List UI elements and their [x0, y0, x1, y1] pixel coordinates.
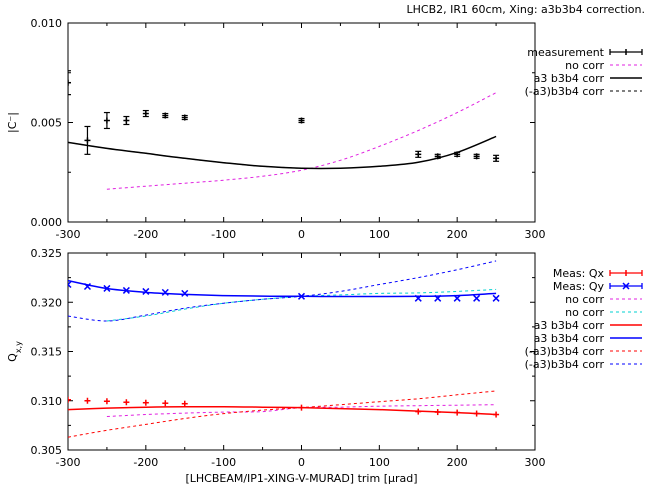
y-tick-label: 0.320	[31, 296, 63, 309]
x-tick-label: 100	[369, 228, 390, 241]
data-point-measurement	[84, 125, 91, 155]
legend-label: Meas: Qx	[553, 267, 605, 280]
data-point-measurement	[142, 109, 149, 118]
y-tick-label: 0.310	[31, 395, 63, 408]
series-line-a3-b3b4-corr	[68, 279, 497, 298]
data-point-meas-qx	[181, 400, 188, 407]
data-point-meas-qy	[161, 288, 169, 296]
y-axis-title-sub: x,y	[14, 341, 23, 353]
y-tick-label: 0.325	[31, 247, 63, 260]
y-tick-label: 0.005	[31, 117, 63, 130]
legend-label: no corr	[565, 306, 604, 319]
plot-area	[68, 260, 500, 438]
legend-label: measurement	[527, 46, 604, 59]
data-point-meas-qx	[68, 396, 71, 403]
legend-label: no corr	[565, 293, 604, 306]
data-point-meas-qx	[123, 399, 130, 406]
x-tick-label: 300	[525, 228, 546, 241]
data-point-meas-qx	[162, 400, 169, 407]
data-point-meas-qy	[181, 289, 189, 297]
legend-label: (-a3)b3b4 corr	[525, 85, 605, 98]
data-point-measurement	[103, 111, 110, 130]
series-line-a3-b3b4-corr	[68, 135, 497, 170]
plot-frame	[67, 252, 536, 451]
x-tick-label: -300	[56, 456, 81, 469]
data-point-meas-qx	[84, 397, 91, 404]
legend-label: a3 b3b4 corr	[534, 72, 605, 85]
figure-title: LHCB2, IR1 60cm, Xing: a3b3b4 correction…	[407, 3, 645, 16]
top-panel: -300 -200 -100 0 100 200 300 0.000 0.005 0.010 |C⁻…	[6, 17, 643, 241]
x-tick-label: -200	[133, 456, 158, 469]
data-point-measurement	[181, 114, 188, 121]
series-line-no-corr	[106, 92, 497, 190]
series-line-no-corr	[106, 288, 497, 322]
series-line-a3-b3b4-corr	[68, 260, 497, 322]
data-point-meas-qy	[473, 294, 481, 302]
plot-area	[68, 70, 500, 190]
data-point-meas-qx	[103, 398, 110, 405]
data-point-measurement	[415, 150, 422, 158]
x-tick-label: 0	[298, 456, 305, 469]
legend-label: no corr	[565, 59, 604, 72]
legend-label: Meas: Qy	[553, 280, 605, 293]
x-tick-label: -300	[56, 228, 81, 241]
x-tick-label: -100	[211, 228, 236, 241]
data-point-meas-qy	[68, 280, 72, 289]
series-line-a3-b3b4-corr	[68, 390, 497, 438]
data-point-measurement	[68, 70, 71, 96]
y-axis-title: |C⁻|	[6, 112, 19, 133]
data-point-meas-qy	[492, 294, 500, 302]
x-axis-title: [LHCBEAM/IP1-XING-V-MURAD] trim [µrad]	[185, 472, 417, 485]
data-point-measurement	[123, 115, 130, 126]
series-line-a3-b3b4-corr	[68, 141, 302, 169]
x-tick-label: -100	[211, 456, 236, 469]
data-point-measurement	[473, 153, 480, 160]
y-tick-label: 0.000	[31, 216, 63, 229]
data-point-meas-qx	[142, 399, 149, 406]
x-tick-label: 300	[525, 456, 546, 469]
y-tick-label: 0.315	[31, 346, 63, 359]
y-tick-label: 0.010	[31, 17, 63, 30]
series-line-a3-b3b4-corr	[68, 405, 497, 416]
x-tick-label: 200	[447, 228, 468, 241]
legend-label: a3 b3b4 corr	[534, 332, 605, 345]
y-axis-title: Qx,y	[6, 341, 23, 362]
x-tick-label: 0	[298, 228, 305, 241]
data-point-measurement	[493, 154, 500, 162]
data-point-measurement	[298, 117, 305, 124]
x-tick-label: 200	[447, 456, 468, 469]
legend-label: (-a3)b3b4 corr	[525, 345, 605, 358]
x-tick-label: -200	[133, 228, 158, 241]
data-point-meas-qy	[142, 287, 150, 295]
bottom-panel: -300 -200 -100 0 100 200 300 0.305 0.310 0.315 0.3…	[6, 247, 643, 485]
y-tick-label: 0.305	[31, 444, 63, 457]
legend-label: a3 b3b4 corr	[534, 319, 605, 332]
legend-label: (-a3)b3b4 corr	[525, 358, 605, 371]
data-point-measurement	[162, 112, 169, 119]
x-tick-label: 100	[369, 456, 390, 469]
